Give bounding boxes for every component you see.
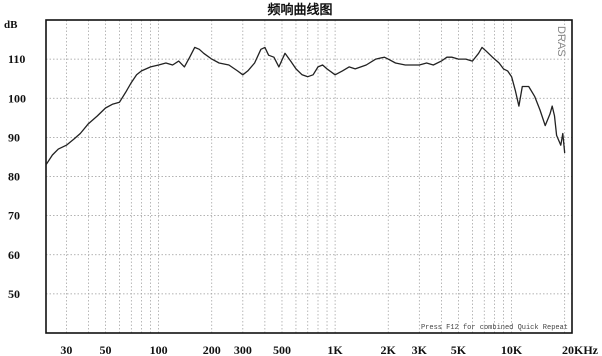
corner-watermark: DRAS — [555, 26, 567, 57]
y-tick-label: 50 — [8, 287, 20, 301]
x-tick-label: 30 — [60, 343, 72, 356]
x-tick-label: 5K — [451, 343, 467, 356]
y-tick-label: 70 — [8, 209, 20, 223]
plot-frame — [45, 19, 573, 334]
y-tick-label: 80 — [8, 170, 20, 184]
x-tick-label: 2K — [381, 343, 397, 356]
x-tick-label: 20KHz — [562, 343, 599, 356]
x-tick-label: 10K — [501, 343, 523, 356]
footer-annotation: Press F12 for combined Quick Repeat — [421, 324, 568, 332]
y-axis-unit-label: dB — [4, 19, 18, 31]
x-tick-label: 50 — [100, 343, 112, 356]
series-group — [45, 46, 566, 166]
x-tick-label: 3K — [412, 343, 428, 356]
x-tick-label: 500 — [273, 343, 291, 356]
y-tick-label: 60 — [8, 248, 20, 262]
x-tick-label: 300 — [234, 343, 252, 356]
x-ticks: 30 50 100 200 300 500 1K 2K 3K 5K 10K 20KHz — [60, 343, 598, 356]
response-curve — [45, 46, 566, 166]
chart-title: 频响曲线图 — [267, 2, 332, 18]
x-tick-label: 1K — [327, 343, 343, 356]
y-tick-label: 110 — [8, 52, 25, 66]
x-tick-label: 200 — [203, 343, 221, 356]
grid — [46, 20, 572, 333]
y-ticks: 110 100 90 80 70 60 50 — [8, 52, 26, 301]
x-tick-label: 100 — [150, 343, 168, 356]
y-tick-label: 100 — [8, 91, 26, 105]
y-tick-label: 90 — [8, 130, 20, 144]
